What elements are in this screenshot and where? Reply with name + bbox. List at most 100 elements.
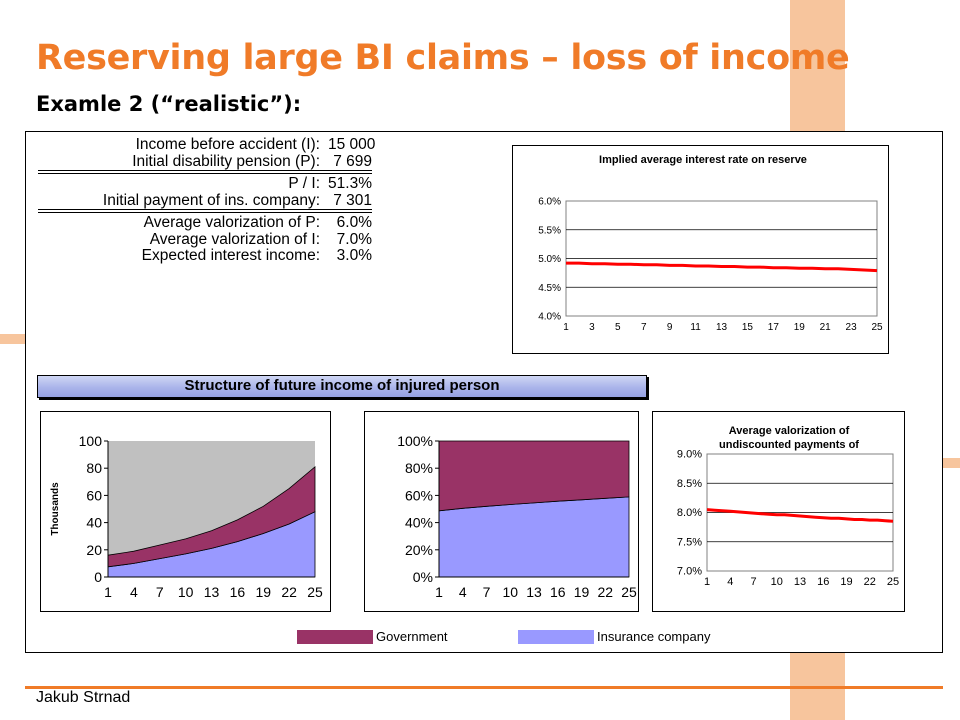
param-value: 51.3% [328,175,372,192]
divider [38,210,372,213]
x-tick-label: 3 [589,322,595,333]
x-tick-label: 1 [704,576,710,588]
y-tick-label: 40% [405,515,433,531]
y-tick-label: 60% [405,487,433,503]
x-tick-label: 19 [574,584,590,600]
x-tick-label: 7 [750,576,756,588]
legend-swatch-insurance [518,629,594,644]
y-tick-label: 7.0% [677,566,702,578]
orange-left-tick [0,334,25,344]
y-tick-label: 5.0% [538,254,561,265]
param-label: Income before accident (I): [135,136,320,153]
x-tick-label: 25 [887,576,899,588]
x-tick-label: 13 [716,322,728,333]
orange-right-tick [943,458,960,468]
x-tick-label: 4 [130,584,138,600]
x-tick-label: 23 [846,322,858,333]
income-absolute-chart: 0 20 40 60 80 100 1 4 7 10 13 16 19 22 25 Thousands [40,411,331,612]
x-tick-label: 4 [459,584,467,600]
x-tick-label: 13 [526,584,542,600]
x-tick-label: 1 [563,322,569,333]
chart-title: undiscounted payments of [719,439,859,451]
param-row: Average valorization of P: 6.0% [38,214,372,232]
x-tick-label: 16 [550,584,566,600]
param-value: 3.0% [336,247,372,264]
series-line [566,261,878,273]
x-tick-label: 25 [871,322,883,333]
param-value: 6.0% [336,214,372,231]
valorization-chart-svg: Average valorization of undiscounted paym… [677,425,899,588]
x-tick-label: 16 [817,576,829,588]
x-tick-label: 22 [281,584,297,600]
param-value: 15 000 [328,136,376,153]
y-tick-label: 80 [86,460,102,476]
x-tick-label: 7 [483,584,491,600]
x-tick-label: 21 [820,322,832,333]
x-tick-label: 16 [230,584,246,600]
x-tick-label: 7 [156,584,164,600]
param-label: Initial payment of ins. company: [102,191,320,209]
income-absolute-chart-svg: 0 20 40 60 80 100 1 4 7 10 13 16 19 22 25 Thousands [50,433,323,600]
x-tick-label: 5 [615,322,621,333]
y-tick-label: 20 [86,542,102,558]
y-tick-label: 60 [86,487,102,503]
series-line [706,508,894,523]
y-tick-label: 0 [94,569,102,585]
chart-title: Average valorization of [729,425,850,437]
series-area [438,440,630,512]
x-tick-label: 7 [641,322,647,333]
y-tick-label: 4.5% [538,283,561,294]
x-tick-label: 10 [178,584,194,600]
x-tick-label: 4 [727,576,733,588]
series-area [438,496,630,578]
x-tick-label: 17 [768,322,780,333]
legend-insurance: Insurance company [518,629,710,644]
x-tick-label: 25 [307,584,323,600]
legend-swatch-government [297,629,373,644]
footer-author: Jakub Strnad [36,689,131,706]
x-tick-label: 1 [435,584,443,600]
param-value: 7 301 [333,191,372,209]
x-tick-label: 10 [502,584,518,600]
param-label: Average valorization of P: [143,214,320,231]
param-label: P / I: [288,175,320,192]
y-axis-label: Thousands [50,482,61,536]
param-row: Average valorization of I: 7.0% [38,230,372,249]
legend-label: Insurance company [597,629,711,644]
divider [38,171,372,174]
param-value: 7 699 [333,152,372,170]
y-tick-label: 7.5% [677,536,702,548]
x-tick-label: 22 [864,576,876,588]
interest-rate-chart: Implied average interest rate on reserve… [512,145,889,354]
parameters-table: Income before accident (I): 15 000 Initia… [38,136,376,265]
param-row: P / I: 51.3% [38,175,372,193]
param-row: Expected interest income: 3.0% [38,247,372,265]
x-tick-label: 19 [255,584,271,600]
y-tick-label: 4.0% [538,312,561,323]
y-tick-label: 9.0% [677,449,702,461]
x-tick-label: 19 [794,322,806,333]
y-tick-label: 100% [397,433,433,449]
x-tick-label: 13 [794,576,806,588]
y-tick-label: 100 [79,433,103,449]
y-tick-label: 8.5% [677,478,702,490]
param-row: Income before accident (I): 15 000 [38,136,376,154]
param-label: Average valorization of I: [149,230,320,248]
y-tick-label: 40 [86,515,102,531]
legend-government: Government [297,629,448,644]
slide-title: Reserving large BI claims – loss of inco… [36,38,850,78]
slide-subtitle: Examle 2 (“realistic”): [36,92,302,116]
y-tick-label: 6.0% [538,197,561,208]
param-row: Initial payment of ins. company: 7 301 [38,191,372,210]
x-tick-label: 9 [667,322,673,333]
param-row: Initial disability pension (P): 7 699 [38,152,372,171]
series-area [107,465,316,568]
income-share-chart-svg: 0% 20% 40% 60% 80% 100% 1 4 7 10 13 16 19 22 25 [397,433,637,600]
x-tick-label: 22 [597,584,613,600]
x-tick-label: 11 [690,322,701,333]
y-tick-label: 20% [405,542,433,558]
param-label: Expected interest income: [141,247,320,264]
param-label: Initial disability pension (P): [132,152,320,170]
x-tick-label: 10 [771,576,783,588]
chart-title: Implied average interest rate on reserve [599,154,807,166]
